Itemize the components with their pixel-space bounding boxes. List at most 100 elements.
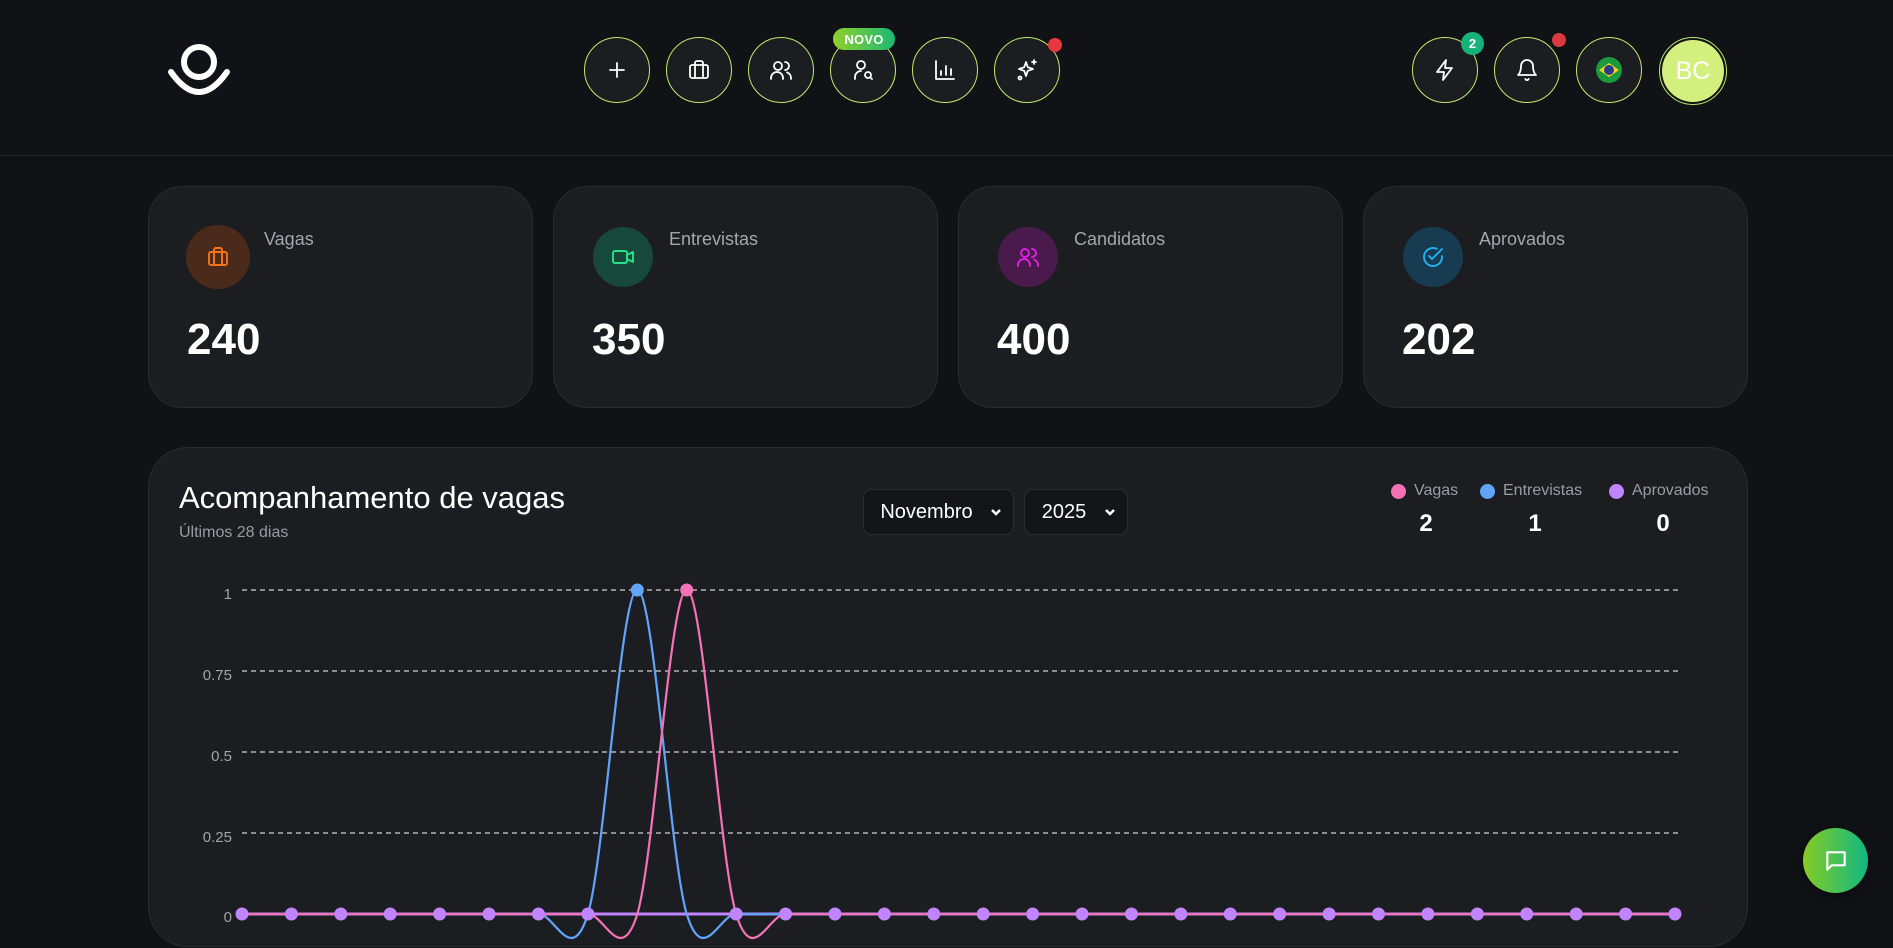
stat-label: Candidatos xyxy=(1074,229,1166,249)
chat-button[interactable] xyxy=(1803,828,1868,893)
data-point[interactable] xyxy=(1124,907,1138,921)
legend-count-vagas: 2 xyxy=(1419,510,1433,537)
sparkles-icon xyxy=(1017,59,1037,81)
stat-icon-wrap xyxy=(998,227,1058,287)
data-point[interactable] xyxy=(680,583,694,597)
stat-label: Aprovados xyxy=(1479,229,1566,249)
data-point[interactable] xyxy=(927,907,941,921)
month-select-value: Novembro xyxy=(880,500,973,523)
data-point[interactable] xyxy=(976,907,990,921)
legend-dot xyxy=(1480,483,1495,499)
bar-chart-icon xyxy=(935,60,955,80)
briefcase-icon xyxy=(689,60,709,79)
users-icon xyxy=(1017,248,1039,267)
data-point[interactable] xyxy=(1372,907,1386,921)
data-point[interactable] xyxy=(1668,907,1682,921)
data-point[interactable] xyxy=(1520,907,1534,921)
series-line-vagas xyxy=(242,588,1675,940)
legend-label: Vagas xyxy=(1414,482,1459,499)
legend-dot xyxy=(1391,483,1406,499)
data-point[interactable] xyxy=(235,907,249,921)
plus-icon xyxy=(609,62,625,78)
data-point[interactable] xyxy=(729,907,743,921)
month-select[interactable]: Novembro xyxy=(863,489,1014,535)
y-tick: 0.5 xyxy=(211,748,232,765)
chart-subtitle: Últimos 28 dias xyxy=(179,524,289,541)
user-search-icon xyxy=(854,60,873,80)
data-point[interactable] xyxy=(334,907,348,921)
chat-bubble-icon xyxy=(1825,850,1846,871)
stat-value: 240 xyxy=(187,315,261,364)
lightning-icon xyxy=(1436,59,1453,81)
legend-label: Entrevistas xyxy=(1503,482,1583,499)
y-tick: 0.25 xyxy=(202,829,232,846)
stat-value: 350 xyxy=(592,315,666,364)
legend-label: Aprovados xyxy=(1632,482,1709,499)
brazil-flag-icon xyxy=(1596,57,1622,83)
data-point[interactable] xyxy=(1075,907,1089,921)
notifications-button[interactable] xyxy=(1494,37,1560,103)
data-point[interactable] xyxy=(1273,907,1287,921)
stat-card-aprovados: Aprovados 202 xyxy=(1363,186,1748,408)
video-icon xyxy=(612,250,634,264)
stat-icon-wrap xyxy=(593,227,653,287)
data-point[interactable] xyxy=(581,907,595,921)
language-button[interactable] xyxy=(1576,37,1642,103)
data-point[interactable] xyxy=(433,907,447,921)
ai-notification-dot xyxy=(1048,38,1062,52)
user-avatar[interactable]: BC xyxy=(1659,37,1727,105)
series-line-entrevistas xyxy=(242,588,1675,940)
data-point[interactable] xyxy=(1026,907,1040,921)
logo-icon[interactable] xyxy=(166,42,232,100)
briefcase-icon xyxy=(208,247,228,266)
users-icon xyxy=(770,61,792,80)
chevron-down-icon xyxy=(1105,509,1115,516)
stat-value: 202 xyxy=(1402,315,1476,364)
stat-label: Entrevistas xyxy=(669,229,759,249)
data-point[interactable] xyxy=(779,907,793,921)
avatar-initials: BC xyxy=(1662,40,1724,102)
y-tick: 1 xyxy=(223,586,232,603)
reports-button[interactable] xyxy=(912,37,978,103)
data-point[interactable] xyxy=(1322,907,1336,921)
data-point[interactable] xyxy=(1569,907,1583,921)
y-tick: 0.75 xyxy=(202,667,232,684)
data-point[interactable] xyxy=(531,907,545,921)
quick-actions-button[interactable] xyxy=(1412,37,1478,103)
data-point[interactable] xyxy=(1223,907,1237,921)
data-point[interactable] xyxy=(630,583,644,597)
chevron-down-icon xyxy=(991,509,1001,516)
notification-dot xyxy=(1552,33,1566,47)
data-point[interactable] xyxy=(284,907,298,921)
stat-icon-wrap xyxy=(186,225,250,289)
quick-actions-count-badge: 2 xyxy=(1461,32,1484,55)
novo-badge: NOVO xyxy=(833,28,895,50)
stat-card-candidatos: Candidatos 400 xyxy=(958,186,1343,408)
data-point[interactable] xyxy=(1470,907,1484,921)
check-circle-icon xyxy=(1423,247,1443,267)
data-point[interactable] xyxy=(1619,907,1633,921)
legend-vagas[interactable]: Vagas xyxy=(1391,482,1458,500)
data-point[interactable] xyxy=(383,907,397,921)
legend-count-entrevistas: 1 xyxy=(1528,510,1542,537)
chart-title: Acompanhamento de vagas xyxy=(179,480,566,515)
year-select[interactable]: 2025 xyxy=(1024,489,1128,535)
data-point[interactable] xyxy=(1421,907,1435,921)
stat-icon-wrap xyxy=(1403,227,1463,287)
year-select-value: 2025 xyxy=(1041,500,1087,523)
stat-card-vagas: Vagas 240 xyxy=(148,186,533,408)
line-chart[interactable] xyxy=(149,448,1749,948)
job-tracking-panel: Acompanhamento de vagas Últimos 28 dias … xyxy=(148,447,1748,947)
stat-label: Vagas xyxy=(264,229,314,249)
jobs-button[interactable] xyxy=(666,37,732,103)
candidates-button[interactable] xyxy=(748,37,814,103)
data-point[interactable] xyxy=(877,907,891,921)
stat-card-entrevistas: Entrevistas 350 xyxy=(553,186,938,408)
data-point[interactable] xyxy=(1174,907,1188,921)
data-point[interactable] xyxy=(482,907,496,921)
data-point[interactable] xyxy=(828,907,842,921)
legend-aprovados[interactable]: Aprovados xyxy=(1609,482,1709,500)
legend-count-aprovados: 0 xyxy=(1656,510,1670,537)
legend-entrevistas[interactable]: Entrevistas xyxy=(1480,482,1582,500)
create-button[interactable] xyxy=(584,37,650,103)
